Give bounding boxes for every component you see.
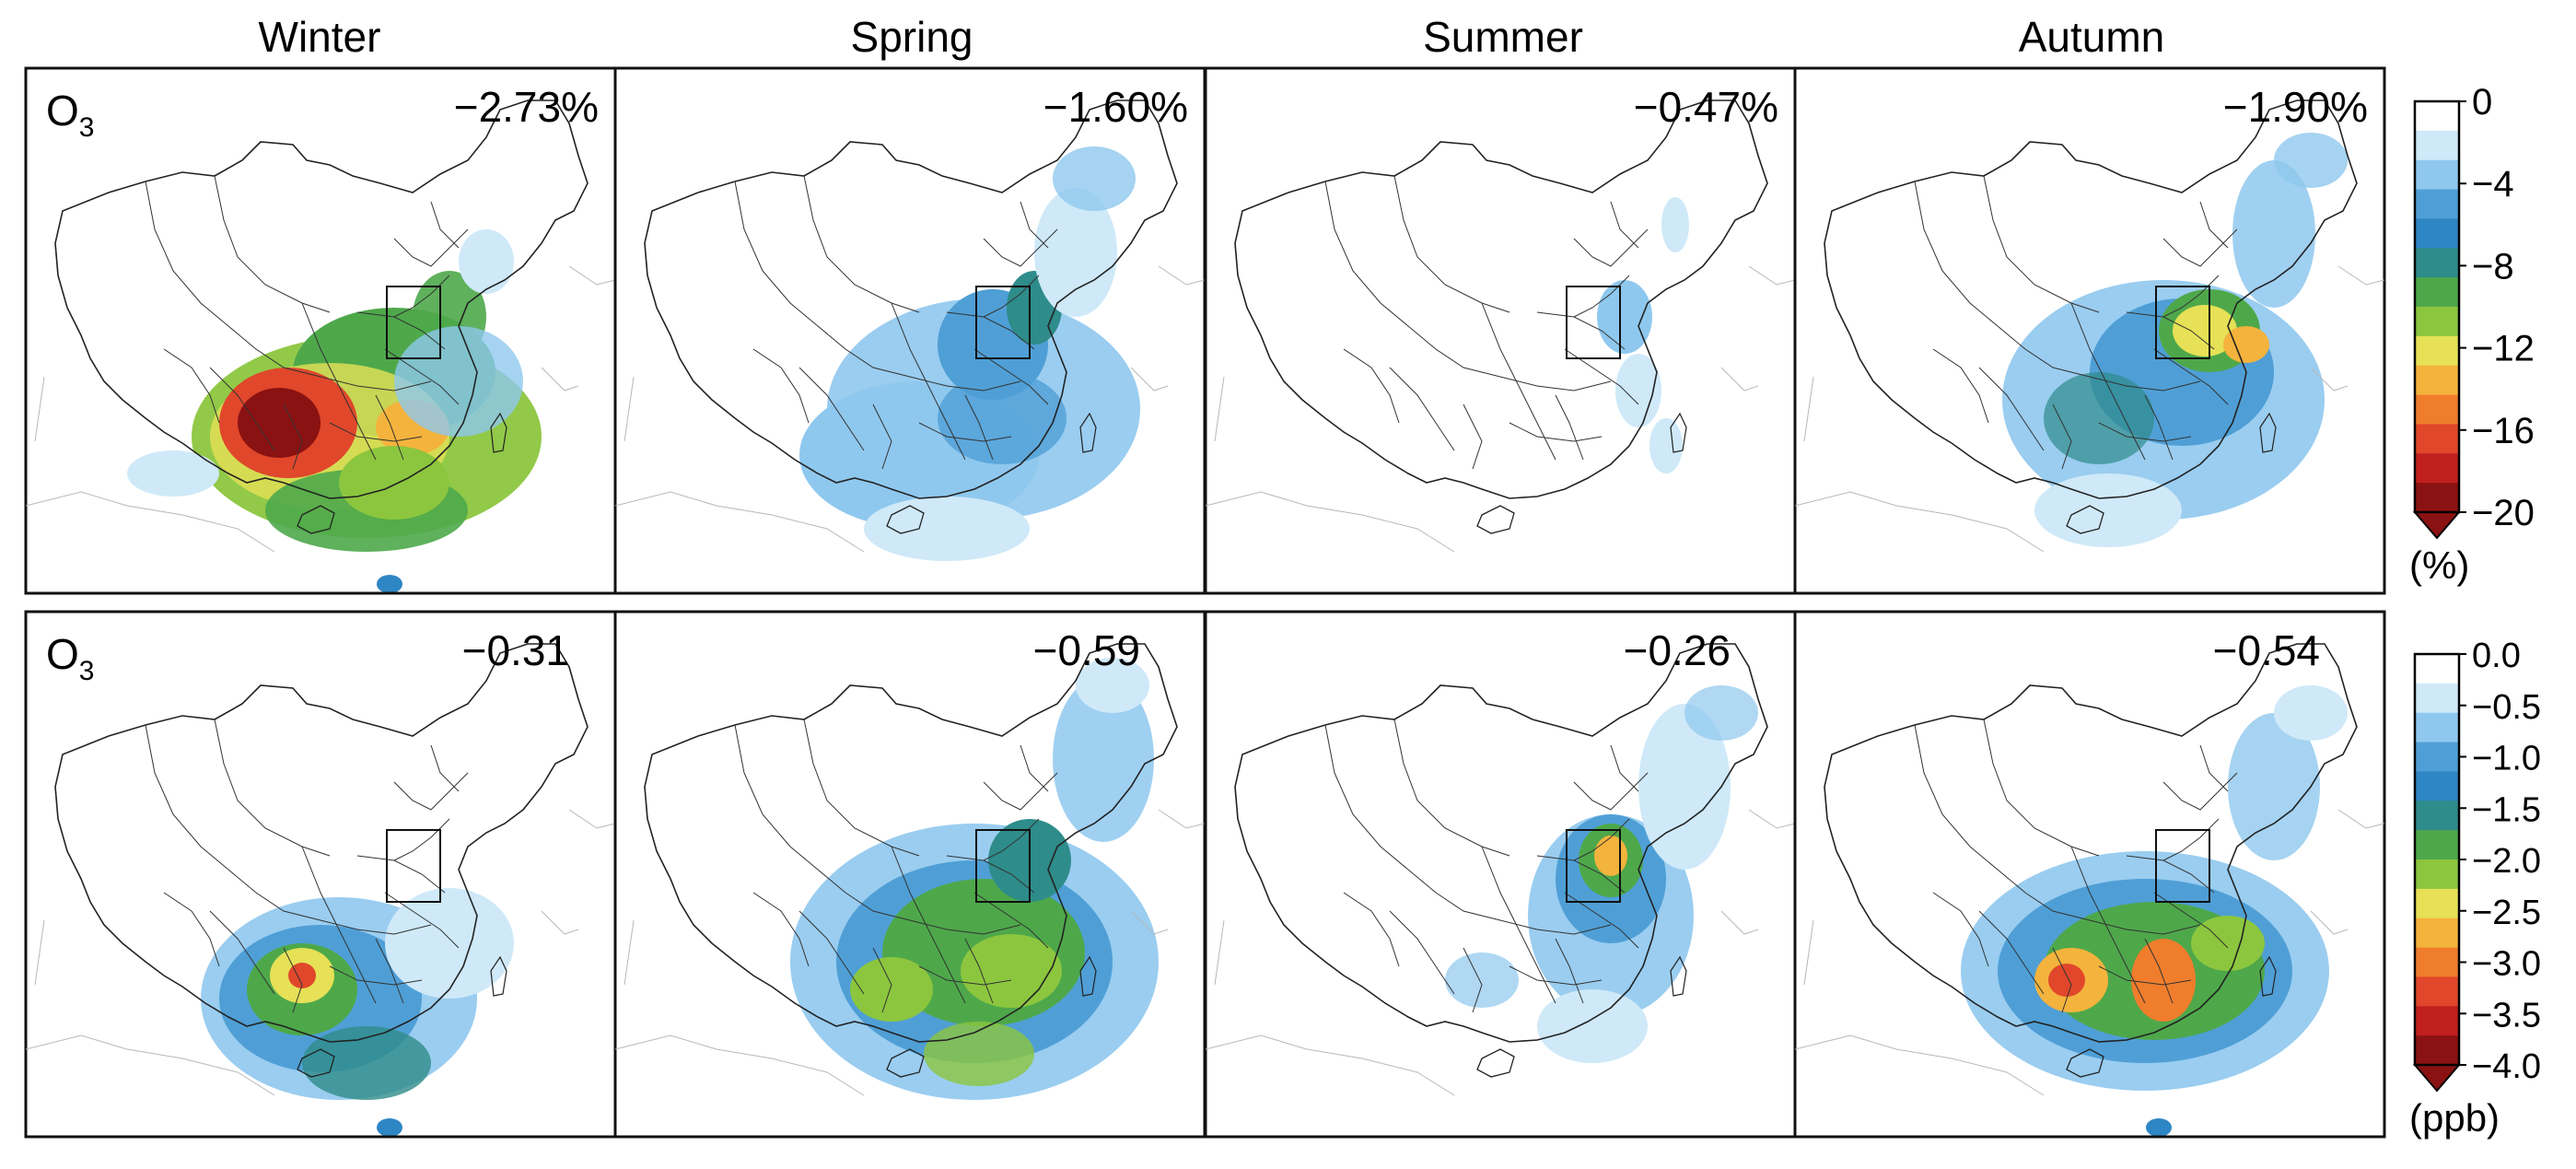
colorbar-swatch — [2415, 307, 2459, 337]
colorbar-swatch — [2415, 830, 2459, 860]
map-frame — [1793, 610, 2386, 1139]
map-frame — [1793, 66, 2386, 595]
map-frame — [1204, 66, 1797, 595]
colorbar-swatch — [2415, 801, 2459, 831]
season-title-summer: Summer — [1423, 13, 1583, 61]
map-blobs — [1597, 197, 1689, 473]
colorbar-tick-label: −4 — [2472, 164, 2514, 205]
panel-value: −0.54 — [2213, 626, 2320, 674]
map-blobs — [127, 229, 542, 593]
panel-row2-summer: −0.26 — [1204, 610, 1797, 1139]
colorbar-swatch — [2415, 159, 2459, 191]
colorbar-swatch — [2415, 947, 2459, 977]
colorbar-swatch — [2415, 683, 2459, 714]
panel-value: −0.47% — [1634, 83, 1778, 131]
colorbar-tick-label: 0.0 — [2472, 637, 2521, 675]
colorbar-tick-label: −4.0 — [2472, 1047, 2541, 1086]
colorbar-swatch — [2415, 888, 2459, 919]
colorbar-swatch — [2415, 1035, 2459, 1066]
panel-row1-summer: −0.47% — [1204, 66, 1797, 595]
colorbar-extend-arrow — [2412, 1064, 2462, 1093]
colorbar-tick-label: −8 — [2472, 246, 2514, 286]
colorbar-unit-label: (ppb) — [2409, 1096, 2500, 1140]
map-blobs — [790, 658, 1159, 1100]
season-title-winter: Winter — [259, 13, 381, 61]
colorbar-tick-label: −16 — [2472, 411, 2535, 451]
colorbar-swatch — [2415, 976, 2459, 1007]
panel-value: −0.31 — [462, 626, 569, 674]
colorbar-tick-label: −1.5 — [2472, 790, 2541, 829]
colorbar-percent: 0 −4 −8 −12 −16 −20(%) — [2409, 82, 2535, 587]
panel-row2-spring: −0.59 — [613, 610, 1206, 1139]
colorbar-tick-label: −3.5 — [2472, 996, 2541, 1035]
colorbar-swatch — [2415, 394, 2459, 425]
colorbar-tick-label: −0.5 — [2472, 688, 2541, 727]
map-blobs — [799, 146, 1140, 561]
colorbar-swatch — [2415, 130, 2459, 161]
panel-value: −0.26 — [1624, 626, 1731, 674]
colorbar-swatch — [2415, 771, 2459, 801]
panel-row1-spring: −1.60% — [613, 66, 1206, 595]
colorbar-swatch — [2415, 742, 2459, 772]
colorbar-swatch — [2415, 189, 2459, 219]
map-blobs — [2002, 133, 2348, 547]
species-label: O3 — [46, 630, 94, 686]
colorbar-swatch — [2415, 424, 2459, 454]
colorbar-swatch — [2415, 654, 2459, 684]
season-title-spring: Spring — [851, 13, 973, 61]
colorbar-swatch — [2415, 101, 2459, 132]
season-title-autumn: Autumn — [2019, 13, 2165, 61]
colorbar-swatch — [2415, 248, 2459, 278]
panel-row2-winter: O3 −0.31 — [24, 610, 617, 1139]
panel-value: −2.73% — [454, 83, 599, 131]
colorbar-swatch — [2415, 365, 2459, 396]
colorbar-tick-label: −3.0 — [2472, 945, 2541, 984]
colorbar-swatch — [2415, 483, 2459, 513]
colorbar-swatch — [2415, 859, 2459, 890]
colorbar-swatch — [2415, 712, 2459, 743]
colorbar-swatch — [2415, 335, 2459, 367]
panel-value: −1.60% — [1043, 83, 1188, 131]
colorbar-tick-label: −1.0 — [2472, 740, 2541, 778]
colorbar-ppb: 0.0 −0.5 −1.0 −1.5 −2.0 −2.5 −3.0 −3.5 −4.0 (ppb) — [2409, 637, 2541, 1140]
colorbar-tick-label: −20 — [2472, 493, 2535, 533]
colorbar-swatch — [2415, 218, 2459, 249]
panel-row1-autumn: −1.90% — [1793, 66, 2386, 595]
map-blobs — [201, 888, 514, 1137]
colorbar-swatch — [2415, 1006, 2459, 1036]
colorbar-swatch — [2415, 918, 2459, 949]
colorbar-swatch — [2415, 277, 2459, 308]
panel-row2-autumn: −0.54 — [1793, 610, 2386, 1139]
colorbar-tick-label: −2.0 — [2472, 842, 2541, 881]
species-label: O3 — [46, 87, 94, 143]
colorbar-extend-arrow — [2412, 511, 2462, 540]
colorbar-swatch — [2415, 453, 2459, 484]
colorbar-tick-label: −12 — [2472, 329, 2535, 369]
colorbar-tick-label: 0 — [2472, 82, 2492, 123]
panel-value: −0.59 — [1033, 626, 1140, 674]
colorbar-outline — [2413, 99, 2461, 514]
colorbar-tick-label: −2.5 — [2472, 894, 2541, 932]
panel-row1-winter: O3 −2.73% — [24, 66, 617, 595]
panel-value: −1.90% — [2223, 83, 2368, 131]
map-blobs — [1961, 685, 2348, 1137]
colorbar-unit-label: (%) — [2409, 544, 2469, 587]
